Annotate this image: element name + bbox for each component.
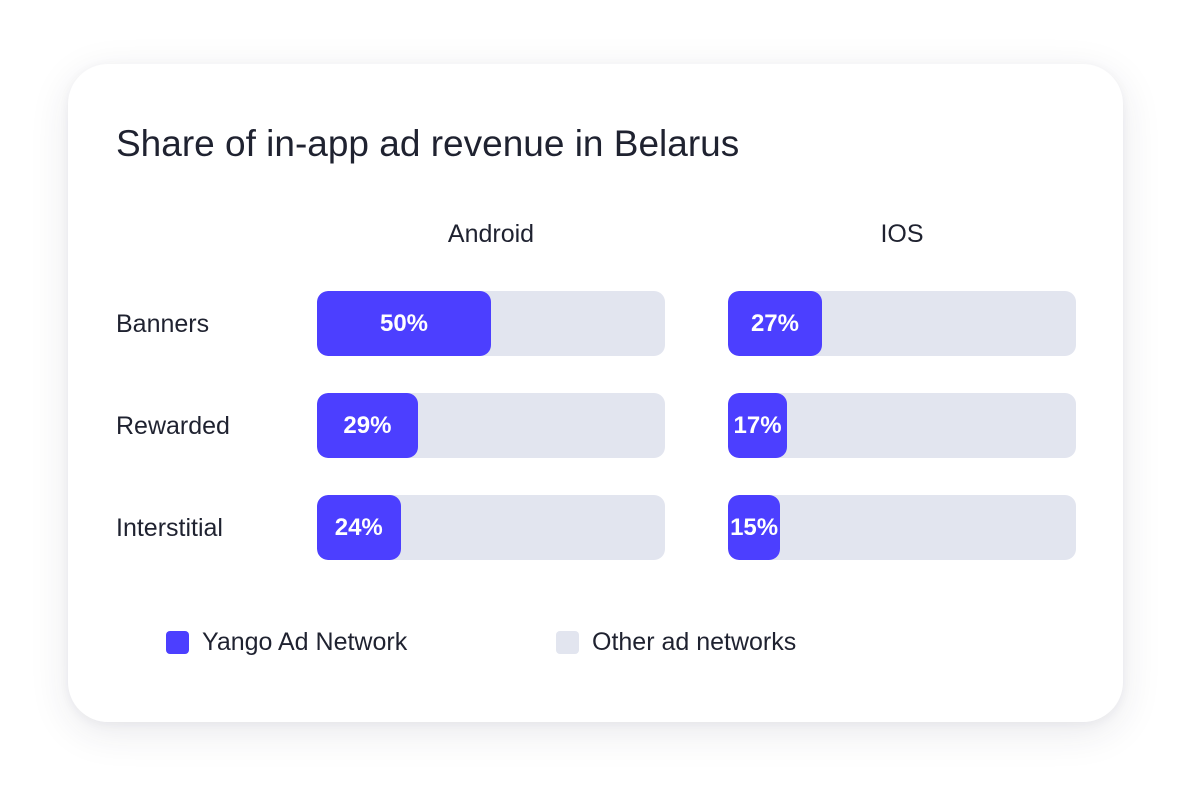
- bar-track-android-interstitial: 24%: [317, 495, 665, 560]
- legend-label-other: Other ad networks: [592, 628, 797, 656]
- bar-fill-android-banners: 50%: [317, 291, 491, 356]
- bar-track-ios-banners: 27%: [728, 291, 1076, 356]
- legend-swatch-yango: [166, 630, 189, 654]
- panel-header-android: Android: [447, 220, 535, 248]
- bar-fill-ios-banners: 27%: [728, 291, 822, 356]
- bar-value-android-interstitial: 24%: [334, 513, 383, 541]
- category-label-banners: Banners: [116, 310, 210, 338]
- legend-item-yango: Yango Ad Network: [166, 625, 407, 659]
- bar-value-ios-interstitial: 15%: [730, 513, 779, 541]
- panel-header-ios: IOS: [880, 220, 924, 248]
- legend-label-yango: Yango Ad Network: [202, 628, 408, 656]
- bar-value-android-rewarded: 29%: [343, 411, 392, 439]
- bar-track-android-rewarded: 29%: [317, 393, 665, 458]
- category-label-rewarded: Rewarded: [116, 412, 230, 440]
- bar-value-ios-banners: 27%: [750, 309, 799, 337]
- bar-fill-android-interstitial: 24%: [317, 495, 401, 560]
- bar-fill-ios-interstitial: 15%: [728, 495, 781, 560]
- bar-value-android-banners: 50%: [379, 309, 429, 337]
- bar-track-ios-rewarded: 17%: [728, 393, 1076, 458]
- category-label-interstitial: Interstitial: [116, 514, 223, 542]
- legend-swatch-other: [556, 630, 579, 654]
- bar-value-ios-rewarded: 17%: [733, 411, 782, 439]
- bar-fill-android-rewarded: 29%: [317, 393, 418, 458]
- bar-track-android-banners: 50%: [317, 291, 665, 356]
- bar-fill-ios-rewarded: 17%: [728, 393, 788, 458]
- legend-item-other: Other ad networks: [556, 625, 796, 659]
- chart-title: Share of in-app ad revenue in Belarus: [116, 123, 740, 164]
- bar-track-ios-interstitial: 15%: [728, 495, 1076, 560]
